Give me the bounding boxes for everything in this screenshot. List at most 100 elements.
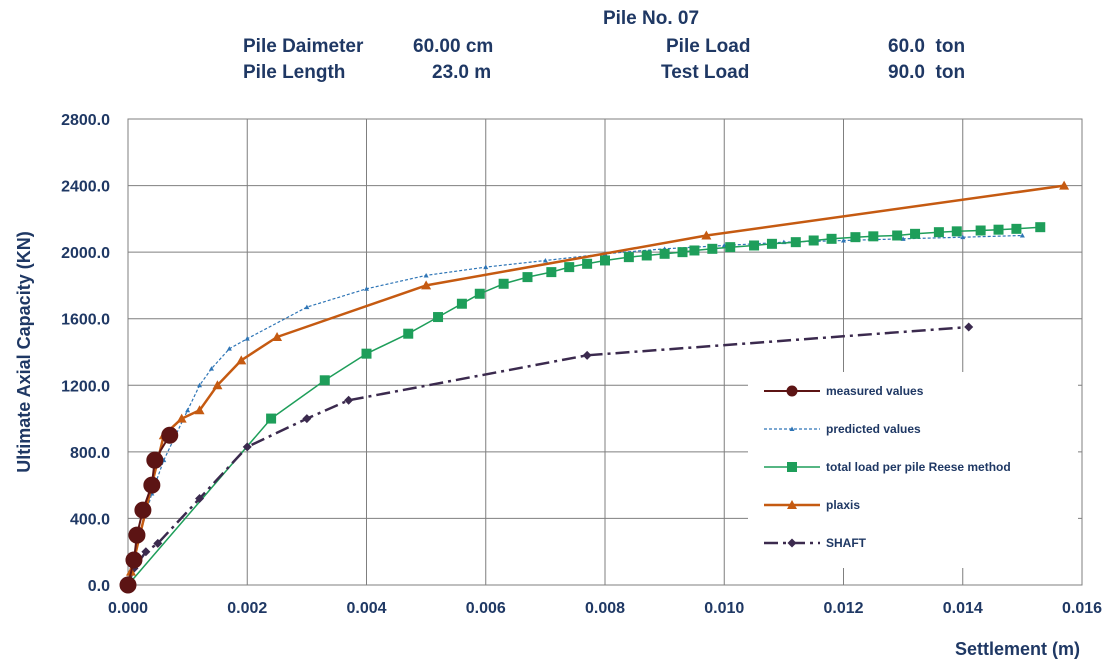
series-layer [119, 180, 1070, 594]
data-point [641, 250, 652, 261]
y-tick-label: 2400.0 [61, 179, 110, 196]
data-point [808, 235, 819, 246]
data-point [975, 225, 986, 236]
data-point [623, 252, 634, 263]
data-point [176, 413, 187, 423]
x-axis-title: Settlement (m) [955, 639, 1080, 659]
data-point [194, 405, 205, 415]
chart-title: Pile No. 07 [603, 8, 699, 29]
pile-load-value: 60.0 ton [888, 36, 965, 57]
series-measured-values [119, 426, 179, 594]
legend-label: plaxis [826, 498, 860, 512]
x-tick-label: 0.012 [823, 600, 863, 617]
test-load-value: 90.0 ton [888, 62, 965, 83]
data-point [361, 348, 372, 359]
y-axis-title: Ultimate Axial Capacity (KN) [14, 231, 34, 472]
data-point [582, 258, 593, 269]
legend-marker [787, 500, 797, 509]
data-point [153, 538, 163, 548]
data-point [677, 247, 688, 258]
data-point [421, 280, 432, 290]
x-tick-label: 0.004 [346, 600, 386, 617]
data-point [707, 243, 718, 254]
legend-label: predicted values [826, 422, 921, 436]
legend: measured values predicted values total loa… [748, 372, 1078, 568]
data-point [582, 350, 592, 360]
data-point [364, 286, 369, 291]
data-point [483, 264, 489, 270]
data-point [344, 395, 354, 405]
x-tick-label: 0.006 [466, 600, 506, 617]
data-point [951, 226, 962, 237]
y-tick-label: 1200.0 [61, 378, 110, 395]
data-point [689, 245, 700, 256]
legend-box [748, 372, 1078, 568]
legend-label: measured values [826, 384, 924, 398]
test-load-label: Test Load [661, 62, 749, 83]
data-point [701, 230, 712, 240]
grid [127, 118, 1083, 586]
data-point [197, 382, 203, 388]
x-tick-label: 0.016 [1062, 600, 1102, 617]
data-point [128, 526, 146, 544]
data-point [242, 442, 252, 452]
data-point [319, 375, 330, 386]
data-point [826, 233, 837, 244]
data-point [141, 547, 151, 557]
data-point [841, 237, 846, 243]
data-point [125, 551, 143, 569]
data-point [161, 426, 179, 444]
data-point [659, 248, 670, 259]
y-tick-label: 0.0 [88, 578, 110, 595]
data-point [910, 228, 921, 239]
data-point [304, 304, 310, 310]
data-point [546, 267, 557, 278]
data-point [725, 242, 736, 253]
data-point [564, 262, 575, 273]
series-total-load-per-pile-reese-method [123, 222, 1046, 590]
data-point [195, 493, 205, 503]
x-tick-label: 0.002 [227, 600, 267, 617]
data-point [423, 272, 429, 278]
legend-marker [787, 538, 797, 548]
y-tick-label: 400.0 [70, 511, 110, 528]
data-point [1011, 223, 1022, 234]
legend-label: SHAFT [826, 536, 867, 550]
data-point [119, 576, 137, 594]
data-point [749, 240, 760, 251]
data-point [226, 346, 232, 351]
data-point [456, 298, 467, 309]
data-point [1019, 233, 1025, 238]
data-point [433, 312, 444, 323]
legend-marker [786, 385, 798, 397]
data-point [474, 288, 485, 299]
x-tick-label: 0.014 [943, 600, 983, 617]
data-point [134, 501, 152, 519]
data-point [993, 224, 1004, 235]
data-point [850, 232, 861, 243]
y-tick-label: 2800.0 [61, 112, 110, 129]
data-point [143, 476, 161, 494]
series-line [126, 184, 1065, 586]
data-point [790, 237, 801, 248]
data-point [868, 231, 879, 242]
data-point [522, 272, 533, 283]
data-point [212, 380, 223, 390]
pile-length-label: Pile Length [243, 62, 345, 83]
data-point [208, 366, 214, 371]
data-point [964, 322, 974, 332]
x-tick-label: 0.010 [704, 600, 744, 617]
y-tick-label: 800.0 [70, 445, 110, 462]
data-point [766, 238, 777, 249]
data-point [498, 278, 509, 289]
data-point [1035, 222, 1046, 233]
chart-header: Pile No. 07 Pile Daimeter 60.00 cm Pile … [243, 8, 965, 83]
data-point [302, 414, 312, 424]
data-point [146, 451, 164, 469]
pile-length-value: 23.0 m [432, 62, 491, 83]
data-point [892, 230, 903, 241]
data-point [600, 255, 610, 266]
data-point [1059, 180, 1070, 190]
pile-load-label: Pile Load [666, 36, 750, 57]
